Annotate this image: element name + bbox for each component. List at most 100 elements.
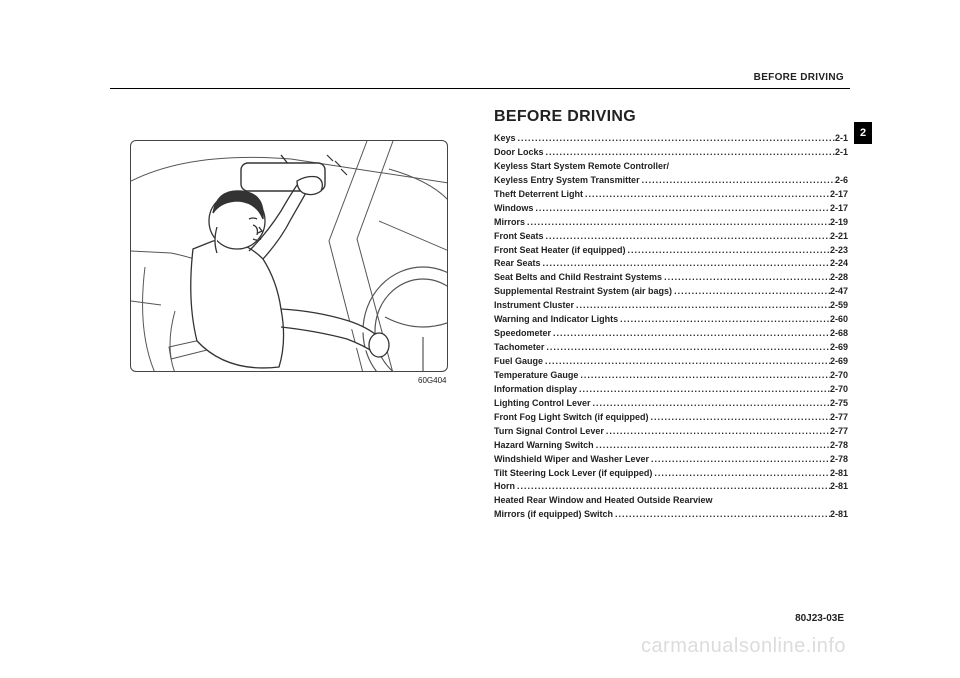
toc-leader-dots: ........................................… [578, 369, 830, 383]
toc-row: Keyless Entry System Transmitter .......… [494, 174, 848, 188]
toc-row: Turn Signal Control Lever ..............… [494, 425, 848, 439]
toc-leader-dots: ........................................… [551, 327, 830, 341]
toc-page: 2-78 [830, 439, 848, 453]
toc-page: 2-17 [830, 202, 848, 216]
toc-page: 2-17 [830, 188, 848, 202]
toc-page: 2-69 [830, 355, 848, 369]
toc-label: Mirrors (if equipped) Switch [494, 508, 613, 522]
toc-label: Keyless Entry System Transmitter [494, 174, 640, 188]
driver-mirror-illustration-svg [131, 141, 448, 372]
header-rule [110, 88, 850, 89]
toc-label: Door Locks [494, 146, 544, 160]
toc-page: 2-77 [830, 425, 848, 439]
toc-row: Hazard Warning Switch ..................… [494, 439, 848, 453]
toc-row: Theft Deterrent Light ..................… [494, 188, 848, 202]
toc-label: Keys [494, 132, 516, 146]
toc-leader-dots: ........................................… [515, 480, 830, 494]
toc-label: Instrument Cluster [494, 299, 574, 313]
toc-page: 2-24 [830, 257, 848, 271]
toc-label: Tachometer [494, 341, 544, 355]
toc-row: Front Fog Light Switch (if equipped) ...… [494, 411, 848, 425]
toc-page: 2-78 [830, 453, 848, 467]
toc-label: Speedometer [494, 327, 551, 341]
table-of-contents: Keys ...................................… [494, 132, 848, 522]
toc-page: 2-6 [835, 174, 848, 188]
toc-row: Windows ................................… [494, 202, 848, 216]
toc-label: Front Seat Heater (if equipped) [494, 244, 626, 258]
toc-label: Warning and Indicator Lights [494, 313, 618, 327]
toc-page: 2-75 [830, 397, 848, 411]
toc-row: Speedometer ............................… [494, 327, 848, 341]
toc-label: Windows [494, 202, 533, 216]
toc-row: Supplemental Restraint System (air bags)… [494, 285, 848, 299]
toc-row: Temperature Gauge ......................… [494, 369, 848, 383]
toc-row: Front Seats ............................… [494, 230, 848, 244]
toc-row: Instrument Cluster .....................… [494, 299, 848, 313]
toc-leader-dots: ........................................… [583, 188, 830, 202]
toc-leader-dots: ........................................… [652, 467, 830, 481]
toc-row: Keys ...................................… [494, 132, 848, 146]
toc-row: Seat Belts and Child Restraint Systems .… [494, 271, 848, 285]
toc-row: Warning and Indicator Lights ...........… [494, 313, 848, 327]
toc-leader-dots: ........................................… [649, 453, 830, 467]
toc-row: Information display ....................… [494, 383, 848, 397]
header-section-title: BEFORE DRIVING [754, 72, 844, 83]
toc-label: Windshield Wiper and Washer Lever [494, 453, 649, 467]
watermark: carmanualsonline.info [641, 635, 846, 658]
toc-row: Horn ...................................… [494, 480, 848, 494]
toc-page: 2-19 [830, 216, 848, 230]
toc-label: Front Fog Light Switch (if equipped) [494, 411, 648, 425]
toc-label: Tilt Steering Lock Lever (if equipped) [494, 467, 652, 481]
toc-row: Tilt Steering Lock Lever (if equipped) .… [494, 467, 848, 481]
toc-page: 2-23 [830, 244, 848, 258]
toc-label: Turn Signal Control Lever [494, 425, 604, 439]
toc-page: 2-81 [830, 508, 848, 522]
toc-page: 2-77 [830, 411, 848, 425]
toc-page: 2-70 [830, 369, 848, 383]
toc-leader-dots: ........................................… [544, 230, 830, 244]
toc-leader-dots: ........................................… [591, 397, 830, 411]
toc-row: Heated Rear Window and Heated Outside Re… [494, 494, 848, 508]
toc-label: Supplemental Restraint System (air bags) [494, 285, 672, 299]
toc-page: 2-1 [835, 132, 848, 146]
toc-row: Door Locks .............................… [494, 146, 848, 160]
toc-page: 2-70 [830, 383, 848, 397]
toc-row: Mirrors (if equipped) Switch ...........… [494, 508, 848, 522]
toc-label: Lighting Control Lever [494, 397, 591, 411]
toc-page: 2-68 [830, 327, 848, 341]
toc-page: 2-69 [830, 341, 848, 355]
toc-leader-dots: ........................................… [516, 132, 835, 146]
toc-leader-dots: ........................................… [544, 341, 830, 355]
toc-leader-dots: ........................................… [574, 299, 830, 313]
toc-label: Horn [494, 480, 515, 494]
toc-page: 2-81 [830, 480, 848, 494]
toc-leader-dots: ........................................… [618, 313, 830, 327]
toc-label: Fuel Gauge [494, 355, 543, 369]
toc-row: Fuel Gauge .............................… [494, 355, 848, 369]
toc-page: 2-28 [830, 271, 848, 285]
toc-page: 2-47 [830, 285, 848, 299]
section-title: BEFORE DRIVING [494, 108, 636, 126]
chapter-tab: 2 [854, 122, 872, 144]
toc-label: Keyless Start System Remote Controller/ [494, 160, 669, 174]
toc-leader-dots: ........................................… [672, 285, 830, 299]
page: BEFORE DRIVING BEFORE DRIVING 2 [0, 0, 960, 678]
toc-row: Keyless Start System Remote Controller/ [494, 160, 848, 174]
toc-leader-dots: ........................................… [594, 439, 830, 453]
toc-page: 2-21 [830, 230, 848, 244]
toc-label: Information display [494, 383, 577, 397]
toc-page: 2-60 [830, 313, 848, 327]
toc-leader-dots: ........................................… [626, 244, 830, 258]
toc-leader-dots: ........................................… [604, 425, 830, 439]
document-code: 80J23-03E [795, 613, 844, 624]
toc-row: Tachometer .............................… [494, 341, 848, 355]
toc-leader-dots: ........................................… [525, 216, 830, 230]
toc-label: Theft Deterrent Light [494, 188, 583, 202]
toc-row: Front Seat Heater (if equipped) ........… [494, 244, 848, 258]
toc-row: Mirrors ................................… [494, 216, 848, 230]
toc-label: Mirrors [494, 216, 525, 230]
toc-page: 2-1 [835, 146, 848, 160]
toc-leader-dots: ........................................… [662, 271, 830, 285]
illustration-code: 60G404 [418, 376, 446, 385]
toc-page: 2-81 [830, 467, 848, 481]
